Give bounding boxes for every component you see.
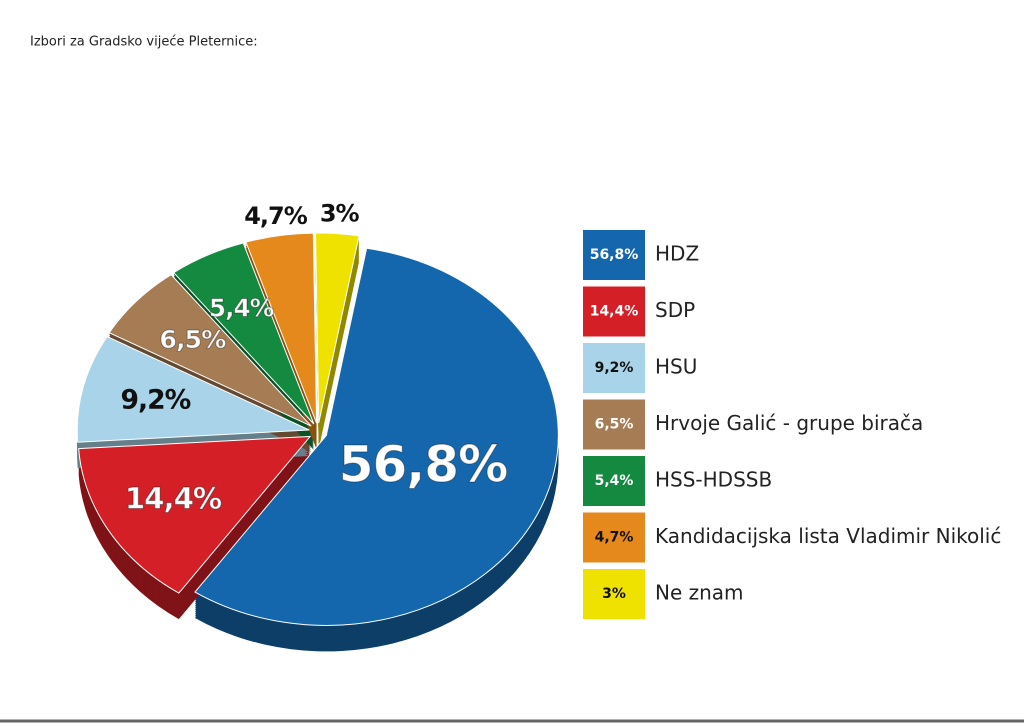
data-label: 6,5% bbox=[159, 325, 226, 354]
legend-label: HSS-HDSSB bbox=[655, 468, 772, 492]
legend-value: 56,8% bbox=[590, 247, 639, 263]
legend-swatch bbox=[583, 512, 645, 563]
legend-label: HDZ bbox=[655, 242, 699, 266]
slice bbox=[78, 435, 312, 594]
chart-title: Izbori za Gradsko vijeće Pleternice: bbox=[30, 35, 258, 50]
legend-swatch bbox=[583, 343, 645, 393]
legend-label: HSU bbox=[655, 355, 697, 379]
legend-label: Ne znam bbox=[655, 581, 744, 605]
legend-swatch bbox=[583, 456, 645, 506]
legend-swatch bbox=[583, 569, 645, 619]
data-label: 3% bbox=[320, 200, 360, 228]
data-label: 5,4% bbox=[209, 293, 274, 322]
legend-swatch bbox=[583, 286, 645, 337]
legend: 56,8% HDZ 14,4% SDP 9,2% HSU 6,5% Hrvoje Galić … bbox=[583, 230, 1001, 619]
data-label: 9,2% bbox=[121, 385, 191, 416]
slice bbox=[108, 274, 312, 427]
slice bbox=[245, 232, 318, 424]
legend-label: SDP bbox=[655, 298, 695, 322]
legend-swatch bbox=[583, 230, 645, 280]
legend-value: 14,4% bbox=[590, 304, 639, 320]
legend-value: 4,7% bbox=[595, 530, 634, 546]
legend-value: 3% bbox=[602, 586, 626, 602]
pie-labels: 56,8% 14,4% 9,2% 6,5% 5,4% 4,7% 3% bbox=[121, 200, 509, 516]
legend-swatch bbox=[583, 399, 645, 450]
slice bbox=[194, 247, 559, 626]
legend-label: Kandidacijska lista Vladimir Nikolić bbox=[655, 524, 1001, 548]
legend-value: 9,2% bbox=[595, 360, 634, 376]
slice bbox=[314, 232, 360, 424]
legend-value: 5,4% bbox=[595, 473, 634, 489]
data-label: 56,8% bbox=[339, 435, 507, 493]
data-label: 4,7% bbox=[244, 202, 308, 230]
data-label: 14,4% bbox=[125, 481, 222, 515]
slice bbox=[76, 335, 310, 443]
pie-tops bbox=[76, 232, 559, 626]
legend-value: 6,5% bbox=[595, 417, 634, 433]
slice bbox=[172, 242, 315, 425]
legend-label: Hrvoje Galić - grupe birača bbox=[655, 411, 923, 435]
